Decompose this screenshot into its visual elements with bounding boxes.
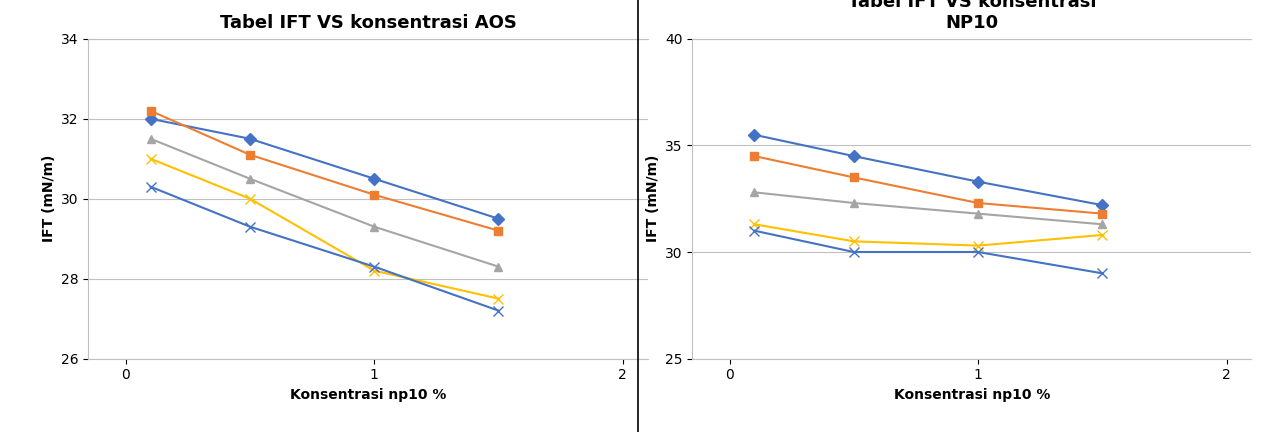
Title: Tabel IFT VS konsentrasi AOS: Tabel IFT VS konsentrasi AOS <box>220 14 517 32</box>
Line: Brine
5000ppm: Brine 5000ppm <box>147 107 503 235</box>
Brine
5000ppm <box>971 200 986 206</box>
Brine 10.000
ppm <box>367 224 382 229</box>
X-axis label: Konsentrasi np10 %: Konsentrasi np10 % <box>289 388 446 402</box>
Brine
10.000 ppm <box>747 190 762 195</box>
Line: Brine
5000ppm: Brine 5000ppm <box>751 152 1106 218</box>
Line: Brine
10.000 ppm: Brine 10.000 ppm <box>751 188 1106 229</box>
X-axis label: Konsentrasi np10 %: Konsentrasi np10 % <box>894 388 1050 402</box>
Brine
1.000ppm <box>143 116 158 121</box>
Title: Tabel IFT VS konsentrasi
NP10: Tabel IFT VS konsentrasi NP10 <box>848 0 1096 32</box>
Brine 10.000
ppm <box>490 264 506 269</box>
Brine 15.000
ppm <box>367 268 382 273</box>
Brine
5000ppm <box>367 192 382 197</box>
Brine
1.000ppm <box>490 216 506 221</box>
Line: Brine
1.000ppm: Brine 1.000ppm <box>147 114 503 223</box>
Brine
1.000ppm <box>367 176 382 181</box>
Brine
5000ppm <box>1095 211 1110 216</box>
Brine 15.000
ppm <box>243 196 258 201</box>
Brine 15.000
ppm <box>143 156 158 162</box>
Brine
1.000ppm <box>243 136 258 141</box>
Brine
5000ppm <box>143 108 158 113</box>
Brine
1.000ppm <box>971 179 986 184</box>
Brine
1.000ppm <box>846 153 861 159</box>
Line: Brine 15.000
ppm: Brine 15.000 ppm <box>145 154 503 304</box>
Brine
5000ppm <box>490 228 506 233</box>
Brine 10.000
ppm <box>243 176 258 181</box>
Brine 10.000
ppm <box>143 136 158 141</box>
Brine 15.000
ppm <box>490 296 506 301</box>
Brine
10.000 ppm <box>971 211 986 216</box>
Brine
5000ppm <box>846 175 861 180</box>
Brine
1.000ppm <box>1095 203 1110 208</box>
Line: Brine 10.000
ppm: Brine 10.000 ppm <box>147 135 503 271</box>
Legend: Brine
1.000ppm, Brine
5000ppm, Brine 10.000
ppm, Brine 15.000
ppm: Brine 1.000ppm, Brine 5000ppm, Brine 10.… <box>728 39 853 187</box>
Y-axis label: IFT (mN/m): IFT (mN/m) <box>646 155 660 242</box>
Y-axis label: IFT (mN/m): IFT (mN/m) <box>42 155 56 242</box>
Brine
1.000ppm <box>747 132 762 137</box>
Line: Brine
1.000ppm: Brine 1.000ppm <box>751 130 1106 209</box>
Brine
10.000 ppm <box>1095 222 1110 227</box>
Brine
10.000 ppm <box>846 200 861 206</box>
Brine
5000ppm <box>243 152 258 157</box>
Brine
5000ppm <box>747 153 762 159</box>
